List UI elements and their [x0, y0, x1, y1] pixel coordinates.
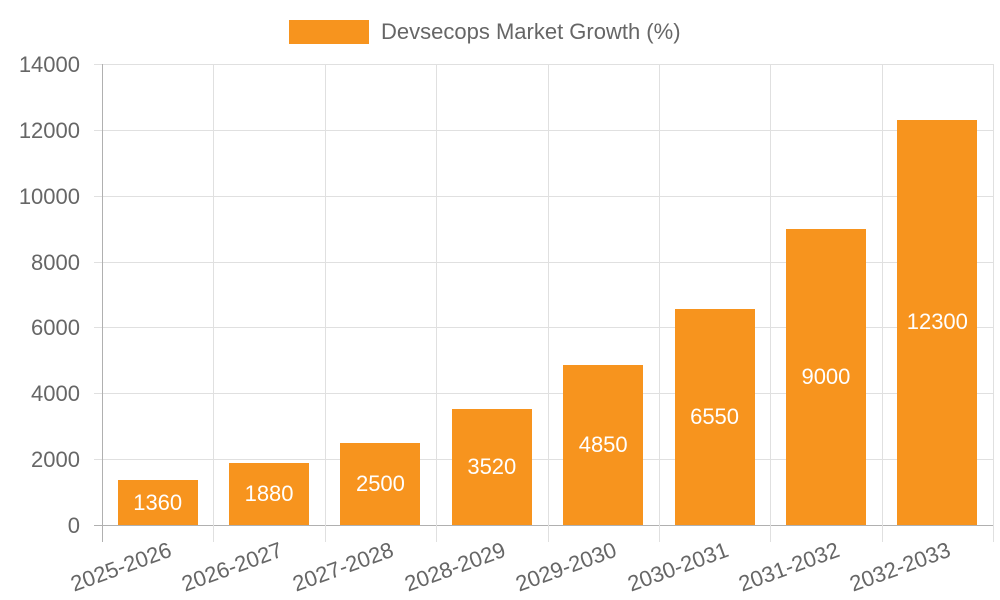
bar-value-label: 2500 [355, 470, 405, 496]
bar[interactable]: 6550 [674, 309, 755, 525]
bar-value-label: 3520 [467, 454, 517, 480]
bar-value-label: 12300 [906, 309, 968, 335]
y-tick-label: 6000 [31, 314, 80, 340]
legend[interactable]: Devsecops Market Growth (%) [289, 19, 681, 44]
y-tick-label: 8000 [31, 249, 80, 275]
bar[interactable]: 12300 [897, 119, 978, 525]
bar-value-label: 1360 [133, 489, 183, 515]
legend-label: Devsecops Market Growth (%) [381, 19, 681, 44]
bar-value-label: 9000 [801, 363, 851, 389]
bar[interactable]: 1880 [229, 463, 310, 525]
bar[interactable]: 1360 [117, 480, 198, 525]
legend-swatch [289, 20, 369, 44]
bar[interactable]: 3520 [451, 409, 532, 525]
bar-value-label: 4850 [578, 432, 628, 458]
bar-value-label: 6550 [690, 404, 740, 430]
y-tick-label: 10000 [18, 183, 80, 209]
y-tick-label: 4000 [31, 380, 80, 406]
bar-value-label: 1880 [244, 481, 294, 507]
bar[interactable]: 2500 [340, 442, 421, 525]
y-tick-label: 2000 [31, 446, 80, 472]
y-tick-label: 14000 [18, 51, 80, 77]
y-tick-label: 12000 [18, 117, 80, 143]
bar[interactable]: 9000 [785, 228, 866, 525]
bar[interactable]: 4850 [563, 365, 644, 525]
y-tick-label: 0 [67, 512, 80, 538]
